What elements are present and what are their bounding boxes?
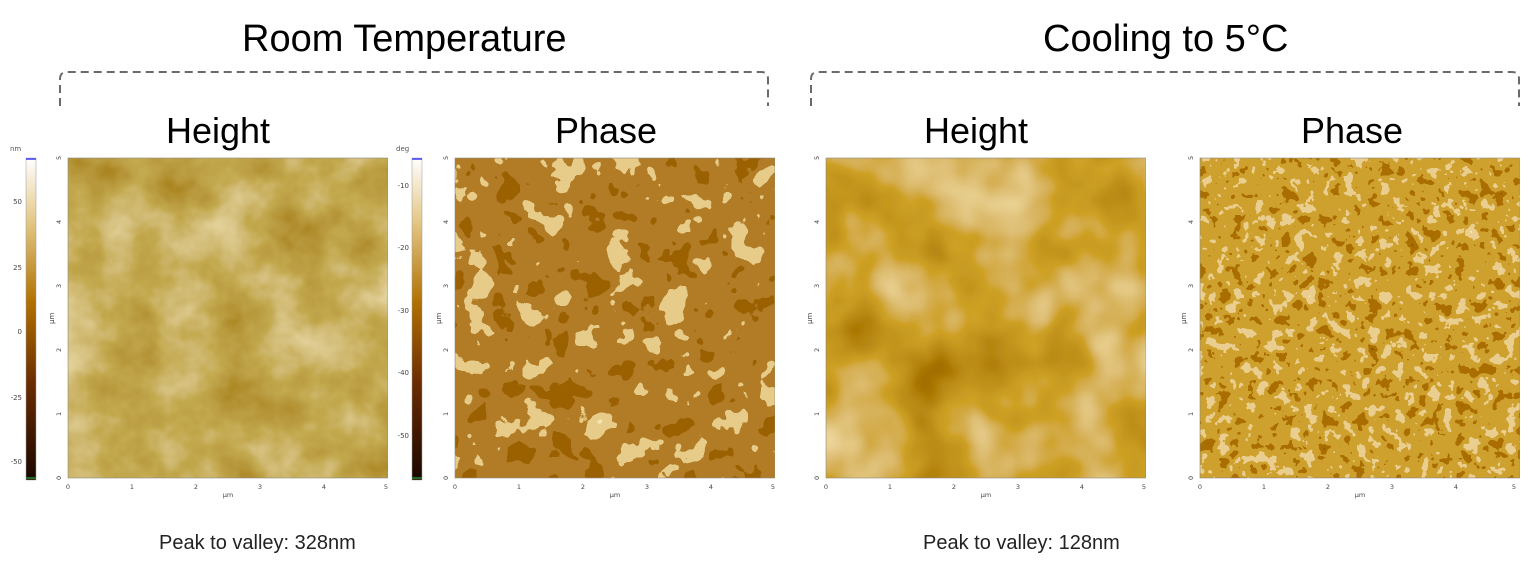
svg-text:0: 0	[1198, 483, 1202, 491]
svg-text:3: 3	[1390, 483, 1394, 491]
svg-text:1: 1	[517, 483, 521, 491]
svg-text:2: 2	[1326, 483, 1330, 491]
section-title-room-temperature: Room Temperature	[242, 18, 567, 60]
svg-text:3: 3	[645, 483, 649, 491]
svg-text:0: 0	[442, 476, 450, 480]
svg-text:3: 3	[442, 284, 450, 288]
afm-map-rt-phase: µm 0 1 2 3 4 5 0 1 2 3 4 5 µm	[435, 156, 775, 499]
panel-title-rt-height: Height	[166, 110, 271, 151]
svg-text:2: 2	[442, 348, 450, 352]
svg-text:-30: -30	[398, 307, 409, 315]
afm-map-rt-height: µm 0 1 2 3 4 5 0 1 2 3 4 5 µm	[48, 156, 388, 499]
svg-text:µm: µm	[1180, 313, 1188, 324]
svg-text:4: 4	[322, 483, 326, 491]
svg-text:3: 3	[813, 284, 821, 288]
afm-map-cool-height: µm 0 1 2 3 4 5 0 1 2 3 4 5 µm	[806, 156, 1146, 499]
svg-text:4: 4	[813, 220, 821, 224]
panel-title-cool-phase: Phase	[1301, 110, 1404, 151]
svg-text:µm: µm	[1355, 491, 1365, 499]
svg-text:2: 2	[581, 483, 585, 491]
svg-text:5: 5	[813, 156, 821, 160]
svg-text:5: 5	[442, 156, 450, 160]
svg-text:3: 3	[55, 284, 63, 288]
svg-text:µm: µm	[806, 313, 814, 324]
colorbar-unit: deg	[396, 145, 409, 153]
svg-text:5: 5	[1187, 156, 1195, 160]
svg-text:0: 0	[813, 476, 821, 480]
svg-text:µm: µm	[48, 313, 56, 324]
afm-map-cool-phase: µm 0 1 2 3 4 5 0 1 2 3 4 5 µm	[1180, 156, 1520, 499]
svg-text:50: 50	[13, 198, 22, 206]
svg-text:1: 1	[1262, 483, 1266, 491]
bracket-cooling	[810, 71, 1520, 106]
svg-text:1: 1	[130, 483, 134, 491]
svg-text:5: 5	[384, 483, 388, 491]
colorbar-height: nm 50 25 0 -25 -50	[10, 145, 37, 481]
svg-text:4: 4	[55, 220, 63, 224]
svg-text:0: 0	[1187, 476, 1195, 480]
svg-text:4: 4	[442, 220, 450, 224]
svg-text:1: 1	[442, 412, 450, 416]
svg-text:4: 4	[1454, 483, 1458, 491]
peak-to-valley-cooling: Peak to valley: 128nm	[923, 532, 1120, 554]
svg-text:3: 3	[1187, 284, 1195, 288]
svg-text:-10: -10	[398, 182, 409, 190]
colorbar-phase: deg -10 -20 -30 -40 -50	[396, 145, 423, 481]
svg-text:-20: -20	[398, 244, 409, 252]
svg-text:5: 5	[1512, 483, 1516, 491]
svg-text:5: 5	[55, 156, 63, 160]
svg-text:2: 2	[813, 348, 821, 352]
svg-text:1: 1	[813, 412, 821, 416]
svg-text:-40: -40	[398, 369, 409, 377]
svg-text:3: 3	[1016, 483, 1020, 491]
svg-text:1: 1	[1187, 412, 1195, 416]
svg-text:0: 0	[824, 483, 828, 491]
svg-text:µm: µm	[435, 313, 443, 324]
svg-text:5: 5	[1142, 483, 1146, 491]
panel-title-cool-height: Height	[924, 110, 1029, 151]
colorbar-unit: nm	[10, 145, 21, 153]
svg-text:µm: µm	[223, 491, 233, 499]
peak-to-valley-room-temperature: Peak to valley: 328nm	[159, 532, 356, 554]
svg-text:0: 0	[55, 476, 63, 480]
svg-text:2: 2	[1187, 348, 1195, 352]
bracket-room-temperature	[59, 71, 769, 106]
svg-text:4: 4	[709, 483, 713, 491]
svg-text:0: 0	[18, 328, 22, 336]
svg-text:µm: µm	[981, 491, 991, 499]
panel-title-rt-phase: Phase	[555, 110, 658, 151]
svg-text:0: 0	[66, 483, 70, 491]
svg-text:25: 25	[13, 264, 22, 272]
section-brackets	[59, 71, 1520, 106]
svg-text:-50: -50	[11, 458, 22, 466]
svg-text:2: 2	[952, 483, 956, 491]
svg-text:4: 4	[1080, 483, 1084, 491]
svg-text:µm: µm	[610, 491, 620, 499]
svg-text:0: 0	[453, 483, 457, 491]
svg-text:1: 1	[55, 412, 63, 416]
svg-text:3: 3	[258, 483, 262, 491]
svg-text:-50: -50	[398, 432, 409, 440]
svg-text:2: 2	[194, 483, 198, 491]
svg-text:4: 4	[1187, 220, 1195, 224]
svg-text:2: 2	[55, 348, 63, 352]
svg-text:-25: -25	[11, 394, 22, 402]
svg-text:5: 5	[771, 483, 775, 491]
section-title-cooling: Cooling to 5°C	[1043, 18, 1289, 60]
svg-text:1: 1	[888, 483, 892, 491]
